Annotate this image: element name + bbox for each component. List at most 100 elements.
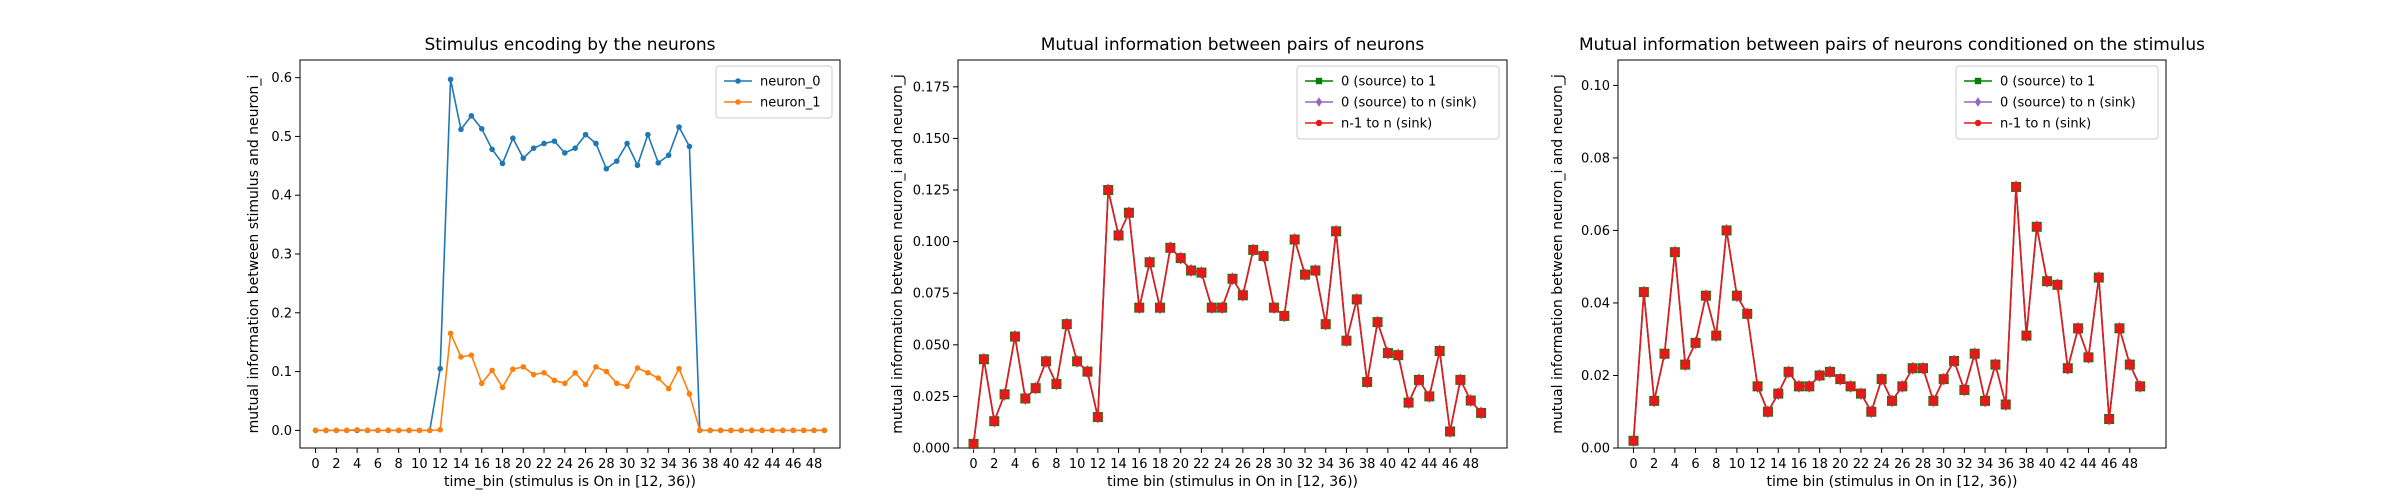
- data-point: [593, 364, 599, 370]
- data-point: [1969, 348, 1980, 359]
- data-point: [1455, 374, 1466, 385]
- series-line: [1632, 186, 2141, 441]
- data-point: [1320, 319, 1331, 330]
- x-tick-label: 30: [1935, 457, 1952, 472]
- y-tick-label: 0.075: [913, 287, 950, 302]
- data-point: [1938, 374, 1949, 385]
- data-point: [2031, 221, 2042, 232]
- y-tick-label: 0.2: [271, 306, 292, 321]
- data-point: [1876, 374, 1887, 385]
- x-tick-label: 26: [1235, 457, 1252, 472]
- x-tick-label: 48: [806, 457, 823, 472]
- data-point: [728, 427, 734, 434]
- data-point: [582, 131, 589, 138]
- x-tick-label: 42: [1400, 457, 1417, 472]
- x-tick-label: 34: [1977, 457, 1994, 472]
- y-tick-label: 0.04: [1581, 296, 1610, 311]
- legend-entry: 0 (source) to 1: [2000, 75, 2095, 90]
- x-tick-label: 26: [1894, 457, 1911, 472]
- data-point: [551, 377, 558, 384]
- x-tick-label: 4: [353, 457, 361, 472]
- legend-entry: n-1 to n (sink): [1341, 117, 1432, 132]
- x-tick-label: 42: [743, 457, 760, 472]
- data-point: [790, 427, 797, 434]
- data-point: [1030, 383, 1041, 394]
- x-tick-label: 24: [557, 457, 574, 472]
- x-tick-label: 44: [764, 457, 781, 472]
- data-point: [458, 354, 464, 360]
- data-point: [665, 152, 672, 159]
- y-tick-label: 0.025: [913, 390, 950, 405]
- data-point: [2011, 181, 2022, 192]
- data-point: [1227, 273, 1238, 284]
- chart-conditional-mutual-information: Mutual information between pairs of neur…: [1550, 35, 2205, 490]
- x-tick-label: 16: [473, 457, 490, 472]
- legend-box: [1955, 65, 2159, 140]
- data-point: [489, 146, 495, 153]
- data-point: [530, 371, 537, 378]
- data-point: [645, 369, 651, 376]
- data-point: [562, 150, 568, 156]
- x-tick-label: 32: [640, 457, 657, 472]
- data-point: [738, 427, 745, 434]
- x-tick-label: 16: [1791, 457, 1808, 472]
- data-point: [2062, 363, 2073, 374]
- series-1: [1628, 181, 2146, 446]
- legend-swatch-marker: [1315, 119, 1323, 127]
- data-point: [1165, 242, 1176, 253]
- legend-entry: 0 (source) to 1: [1341, 75, 1436, 90]
- x-tick-label: 22: [1193, 457, 1210, 472]
- data-point: [1804, 381, 1815, 392]
- data-point: [1866, 406, 1877, 417]
- data-point: [582, 381, 589, 388]
- data-point: [1897, 381, 1908, 392]
- data-point: [1175, 253, 1186, 264]
- x-tick-label: 2: [1650, 457, 1658, 472]
- data-point: [1680, 359, 1691, 370]
- data-point: [989, 416, 1000, 427]
- data-point: [2093, 272, 2104, 283]
- data-point: [2073, 323, 2084, 334]
- data-point: [1949, 355, 1960, 366]
- y-tick-label: 0.175: [913, 80, 950, 95]
- data-point: [1206, 302, 1217, 313]
- data-point: [1845, 381, 1856, 392]
- data-point: [1331, 226, 1342, 237]
- data-point: [1020, 393, 1031, 404]
- x-tick-label: 2: [990, 457, 998, 472]
- series-line: [1632, 186, 2141, 441]
- data-point: [1783, 366, 1794, 377]
- legend: neuron_0 neuron_1: [715, 65, 833, 119]
- data-point: [655, 160, 662, 166]
- data-point: [510, 366, 516, 373]
- data-point: [520, 155, 527, 161]
- x-tick-label: 20: [515, 457, 532, 472]
- series-3: [1628, 181, 2146, 446]
- legend-entry: neuron_0: [760, 75, 821, 90]
- data-point: [1103, 185, 1114, 196]
- data-point: [2083, 352, 2094, 363]
- x-tick-label: 42: [2060, 457, 2077, 472]
- x-tick-label: 40: [1380, 457, 1397, 472]
- data-point: [541, 140, 547, 147]
- data-point: [1742, 308, 1753, 319]
- data-point: [323, 427, 329, 434]
- x-tick-label: 20: [1832, 457, 1849, 472]
- x-tick-label: 34: [1317, 457, 1334, 472]
- data-point: [1669, 247, 1680, 258]
- x-tick-label: 44: [2080, 457, 2097, 472]
- x-tick-label: 6: [1032, 457, 1040, 472]
- data-point: [1009, 331, 1020, 342]
- y-axis-label: mutual information between neuron_i and …: [1550, 74, 1566, 434]
- x-axis-label: time bin (stimulus in On in [12, 36)): [1107, 474, 1358, 490]
- x-axis-label: time bin (stimulus in On in [12, 36)): [1766, 474, 2017, 490]
- data-point: [1959, 384, 1970, 395]
- data-point: [1258, 251, 1269, 262]
- x-tick-label: 28: [598, 457, 615, 472]
- data-point: [968, 438, 979, 449]
- data-point: [655, 375, 662, 381]
- data-point: [1072, 356, 1083, 367]
- data-point: [1928, 395, 1939, 406]
- data-point: [1824, 366, 1835, 377]
- y-tick-label: 0.125: [913, 184, 950, 199]
